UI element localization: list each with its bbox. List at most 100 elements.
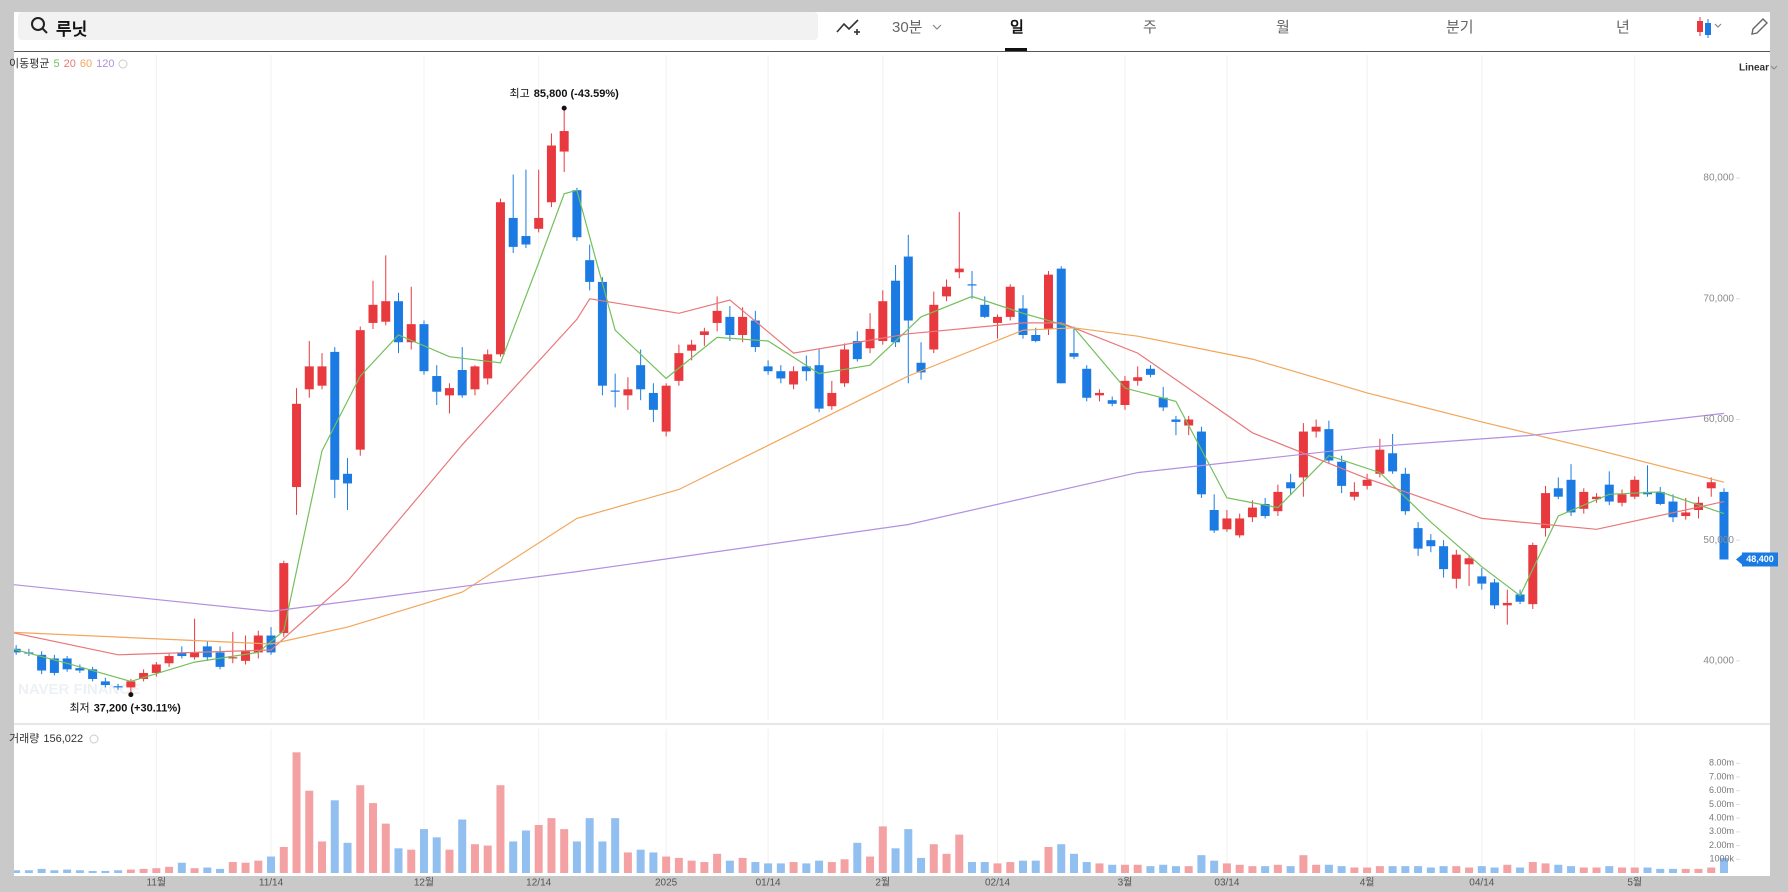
volume-bar [394,848,403,873]
volume-bar [1618,867,1627,873]
volume-bar [1069,853,1078,873]
volume-bar [1707,867,1716,873]
volume-bar [1694,868,1703,873]
annotation: 최저 37,200 (+30.11%) [69,702,181,715]
candle-body [929,304,939,350]
volume-bar [853,842,862,873]
moving-average-line [14,298,1725,656]
candle-body [1094,392,1104,396]
candle-body [444,388,454,396]
y-tick-label: 1000k [1709,854,1734,864]
candle-body [546,145,556,203]
volume-bar [827,862,836,873]
search-icon [31,17,48,34]
volume-bar [662,856,671,873]
candle-body [88,669,98,679]
period-tab[interactable]: 분기 [1446,19,1474,36]
volume-bar [1579,867,1588,873]
candle-body [1056,268,1066,384]
candle-body [126,681,136,688]
scale-label[interactable]: Linear [1739,63,1769,74]
volume-bar [152,868,161,873]
volume-bar [904,829,913,873]
search-box[interactable]: 루닛 [18,12,818,40]
y-tick-label: 8.00m [1709,758,1734,768]
y-tick-label: 4.00m [1709,813,1734,823]
period-tab[interactable]: 일 [1010,19,1024,36]
candle-body [1337,461,1347,486]
candle-body [1502,602,1512,606]
x-tick-label: 11월 [147,877,167,889]
legend-close[interactable] [118,59,128,69]
candle-body [1107,400,1117,404]
candle-body [368,304,378,323]
period-tab[interactable]: 년 [1616,19,1630,36]
volume-bar [1197,855,1206,873]
chart-type-icon[interactable] [1694,14,1724,40]
candle-body [495,202,505,355]
volume-bar [1031,860,1040,873]
candle-body [330,351,340,480]
last-price-tag [1742,552,1778,567]
volume-bar [496,785,505,873]
volume-bar [1439,866,1448,873]
candle-body [865,328,875,349]
legend: 이동평균 5 20 60 120 [9,57,114,70]
volume-plot [14,729,1728,873]
candle-body [75,668,85,671]
candle-body [967,284,977,286]
volume-bar [419,829,428,873]
candle-body [1643,491,1653,495]
volume-bar [203,867,212,873]
volume-bar [445,849,454,873]
draw-icon[interactable] [1748,16,1770,38]
period-tab[interactable]: 주 [1143,19,1157,36]
candle-body [942,286,952,297]
candle-body [776,371,786,379]
volume-bar [1668,868,1677,873]
volume-bar [521,830,530,873]
candle-body [1311,426,1321,432]
candle-body [585,260,595,282]
candle-body [317,366,327,386]
candle-body [521,236,531,245]
candle-body [840,349,850,384]
volume-bar [458,819,467,873]
candle-body [610,390,620,392]
volume-bar [980,862,989,873]
candle-body [1273,491,1283,512]
candle-body [993,316,1003,323]
candle-body [1120,380,1130,405]
volume-bar [228,862,237,873]
candle-body [393,301,403,343]
volume-bar [1019,860,1027,873]
legend-close[interactable] [89,734,99,744]
volume-bar [993,863,1002,873]
volume-bar [75,870,84,873]
candle-body [738,316,748,335]
candle-body [1592,496,1602,500]
volume-bar [177,862,186,873]
candle-body [814,365,824,409]
candle-body [406,324,416,343]
candle-body [789,371,799,385]
candle-body [49,658,59,673]
chevron [1770,65,1778,70]
volume-bar [776,863,785,873]
indicator-icon[interactable] [835,16,861,38]
candle-body [827,392,837,407]
candle-body [1145,368,1155,375]
period-tab[interactable]: 월 [1276,19,1290,36]
volume-bar [1414,866,1423,873]
volume-bar [63,869,72,873]
volume-bar [369,803,378,873]
volume-bar [1465,867,1474,873]
candle-body [1681,512,1691,517]
candle-body [903,256,913,321]
x-tick-label: 2월 [875,877,890,889]
volume-bar [598,841,607,873]
candle-body [559,131,569,152]
candle-body [1604,484,1614,502]
candle-body [1158,397,1168,408]
interval-select[interactable]: 30분 [892,19,923,36]
